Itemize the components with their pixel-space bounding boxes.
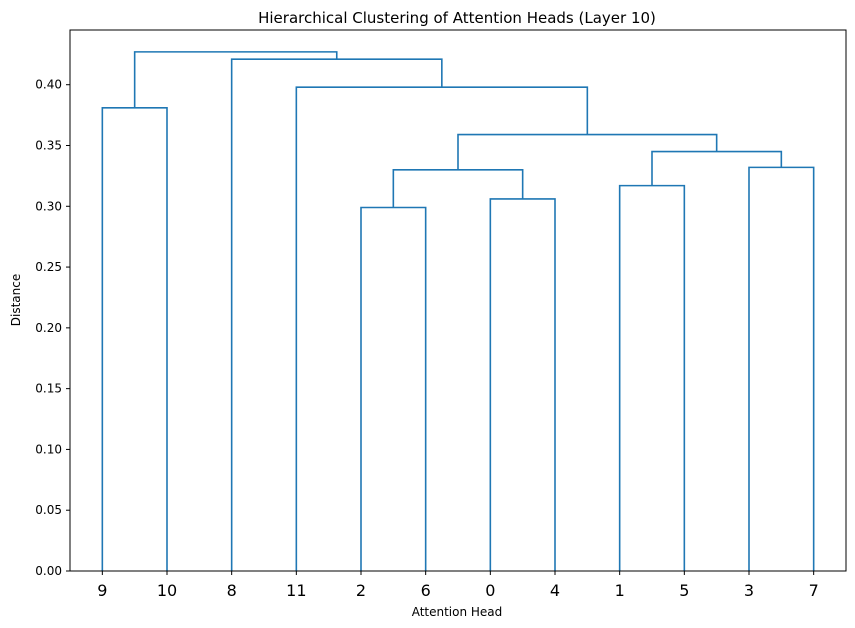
y-tick-label: 0.10 <box>35 442 62 456</box>
leaf-label: 9 <box>97 581 107 600</box>
leaf-label: 7 <box>809 581 819 600</box>
leaf-label: 3 <box>744 581 754 600</box>
dendrogram-link <box>748 166 815 571</box>
dendrogram-link <box>101 107 168 571</box>
y-axis: 0.00 0.05 0.10 0.15 0.20 0.25 0.30 0.35 0.40 <box>35 78 70 578</box>
dendrogram-link <box>651 150 783 186</box>
dendrogram-link <box>392 169 524 208</box>
x-axis: 9 10 8 11 2 6 0 4 1 5 3 7 <box>97 571 819 600</box>
dendrogram-link <box>457 133 718 170</box>
leaf-label: 11 <box>286 581 306 600</box>
y-axis-label: Distance <box>9 274 23 326</box>
y-tick-label: 0.25 <box>35 260 62 274</box>
plot-frame <box>69 29 847 572</box>
leaf-label: 2 <box>356 581 366 600</box>
leaf-label: 5 <box>679 581 689 600</box>
y-tick-label: 0.40 <box>35 78 62 92</box>
dendrogram-link <box>360 206 427 571</box>
leaf-label: 6 <box>421 581 431 600</box>
dendrogram-link <box>489 198 556 571</box>
y-tick-label: 0.35 <box>35 138 62 152</box>
dendrogram-link <box>133 51 338 108</box>
x-axis-label: Attention Head <box>412 605 503 619</box>
leaf-label: 4 <box>550 581 560 600</box>
plot-area <box>69 29 847 572</box>
dendrogram-link <box>295 86 589 571</box>
leaf-label: 10 <box>157 581 177 600</box>
y-tick-label: 0.00 <box>35 564 62 578</box>
dendrogram-link <box>618 184 686 571</box>
y-tick-label: 0.20 <box>35 321 62 335</box>
leaf-label: 1 <box>615 581 625 600</box>
dendrogram-links <box>101 51 815 571</box>
y-tick-label: 0.15 <box>35 382 62 396</box>
dendrogram-link <box>230 58 443 571</box>
leaf-label: 0 <box>485 581 495 600</box>
y-tick-label: 0.05 <box>35 503 62 517</box>
leaf-label: 8 <box>227 581 237 600</box>
y-tick-label: 0.30 <box>35 199 62 213</box>
chart-title: Hierarchical Clustering of Attention Hea… <box>258 9 656 27</box>
